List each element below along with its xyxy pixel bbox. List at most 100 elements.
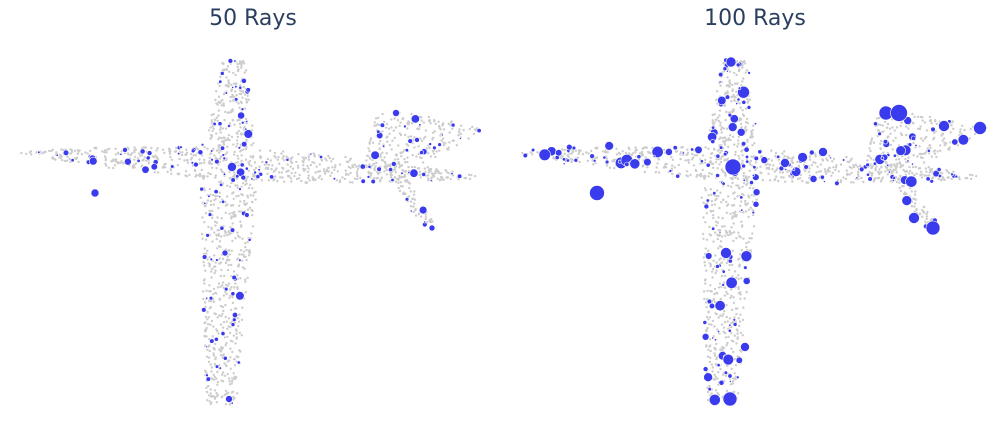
- cloud-point: [710, 290, 713, 293]
- cloud-point: [725, 261, 729, 265]
- cloud-point: [839, 180, 842, 184]
- cloud-point: [440, 139, 443, 142]
- cloud-point: [104, 164, 108, 167]
- cloud-point: [369, 139, 372, 142]
- cloud-point: [420, 215, 423, 218]
- cloud-point: [950, 177, 953, 181]
- cloud-point: [739, 293, 742, 296]
- cloud-point: [751, 132, 754, 135]
- ray-hit-marker: [227, 124, 231, 128]
- cloud-point: [714, 220, 718, 223]
- cloud-point: [856, 165, 859, 168]
- cloud-point: [359, 176, 362, 180]
- cloud-point: [223, 136, 226, 140]
- cloud-point: [725, 290, 728, 294]
- ray-hit-marker: [538, 148, 551, 161]
- cloud-point: [968, 137, 971, 140]
- cloud-point: [84, 151, 87, 154]
- cloud-point: [229, 356, 232, 359]
- cloud-point: [426, 166, 429, 169]
- cloud-point: [224, 110, 227, 114]
- cloud-point: [279, 176, 282, 179]
- cloud-point: [791, 161, 795, 164]
- ray-hit-marker: [589, 153, 595, 159]
- cloud-point: [379, 178, 382, 181]
- cloud-point: [733, 82, 737, 85]
- cloud-point: [735, 90, 738, 93]
- cloud-point: [247, 254, 251, 257]
- cloud-point: [281, 157, 284, 160]
- cloud-point: [731, 382, 734, 385]
- cloud-point: [258, 149, 262, 152]
- cloud-point: [219, 126, 223, 129]
- cloud-point: [427, 152, 430, 155]
- ray-hit-marker: [264, 160, 269, 165]
- cloud-point: [224, 211, 227, 214]
- ray-hit-marker: [707, 387, 712, 392]
- cloud-point: [726, 320, 729, 323]
- cloud-point: [695, 154, 698, 157]
- cloud-point: [786, 155, 789, 158]
- cloud-point: [742, 174, 745, 178]
- cloud-point: [277, 155, 280, 159]
- cloud-point: [390, 126, 393, 129]
- cloud-point: [212, 325, 215, 328]
- ray-hit-marker: [407, 171, 411, 175]
- cloud-point: [718, 109, 722, 112]
- cloud-point: [264, 167, 267, 170]
- cloud-point: [711, 366, 715, 369]
- cloud-point: [439, 175, 443, 179]
- cloud-point: [348, 159, 351, 162]
- cloud-point: [150, 146, 153, 150]
- cloud-point: [399, 121, 402, 124]
- cloud-point: [720, 149, 723, 152]
- ray-hit-marker: [842, 158, 846, 162]
- cloud-point: [707, 310, 710, 313]
- ray-hit-marker: [219, 182, 224, 187]
- cloud-point: [385, 173, 388, 176]
- cloud-point: [422, 121, 426, 124]
- cloud-point: [705, 329, 709, 332]
- ray-hit-marker: [318, 155, 323, 160]
- cloud-point: [856, 170, 860, 173]
- cloud-point: [355, 170, 359, 173]
- cloud-point: [297, 166, 300, 169]
- cloud-point: [266, 172, 269, 175]
- cloud-point: [224, 403, 228, 406]
- cloud-point: [201, 237, 204, 240]
- ray-hit-marker: [227, 162, 237, 172]
- ray-hit-marker: [390, 161, 397, 167]
- cloud-point: [739, 297, 742, 300]
- cloud-point: [294, 171, 297, 174]
- cloud-point: [702, 216, 705, 219]
- cloud-point: [536, 151, 539, 154]
- cloud-point: [911, 121, 915, 125]
- cloud-point: [444, 142, 447, 145]
- cloud-point: [717, 216, 720, 219]
- cloud-point: [278, 162, 281, 165]
- cloud-point: [704, 247, 707, 250]
- cloud-point: [767, 172, 770, 175]
- ray-hit-marker: [205, 296, 209, 300]
- cloud-point: [772, 164, 775, 167]
- cloud-point: [727, 145, 730, 148]
- cloud-point: [712, 209, 715, 212]
- cloud-point: [203, 161, 206, 164]
- cloud-point: [220, 235, 223, 238]
- cloud-point: [710, 193, 713, 196]
- cloud-point: [718, 114, 721, 117]
- cloud-point: [939, 149, 942, 152]
- cloud-point: [715, 197, 718, 200]
- cloud-point: [369, 137, 373, 140]
- cloud-point: [246, 175, 249, 179]
- cloud-point: [215, 401, 218, 404]
- cloud-point: [423, 167, 426, 170]
- cloud-point: [738, 263, 742, 266]
- cloud-point: [940, 134, 943, 137]
- cloud-point: [873, 178, 876, 182]
- ray-hit-marker: [643, 158, 652, 167]
- cloud-point: [351, 164, 354, 167]
- cloud-point: [226, 372, 229, 376]
- cloud-point: [723, 93, 727, 96]
- cloud-point: [322, 168, 326, 171]
